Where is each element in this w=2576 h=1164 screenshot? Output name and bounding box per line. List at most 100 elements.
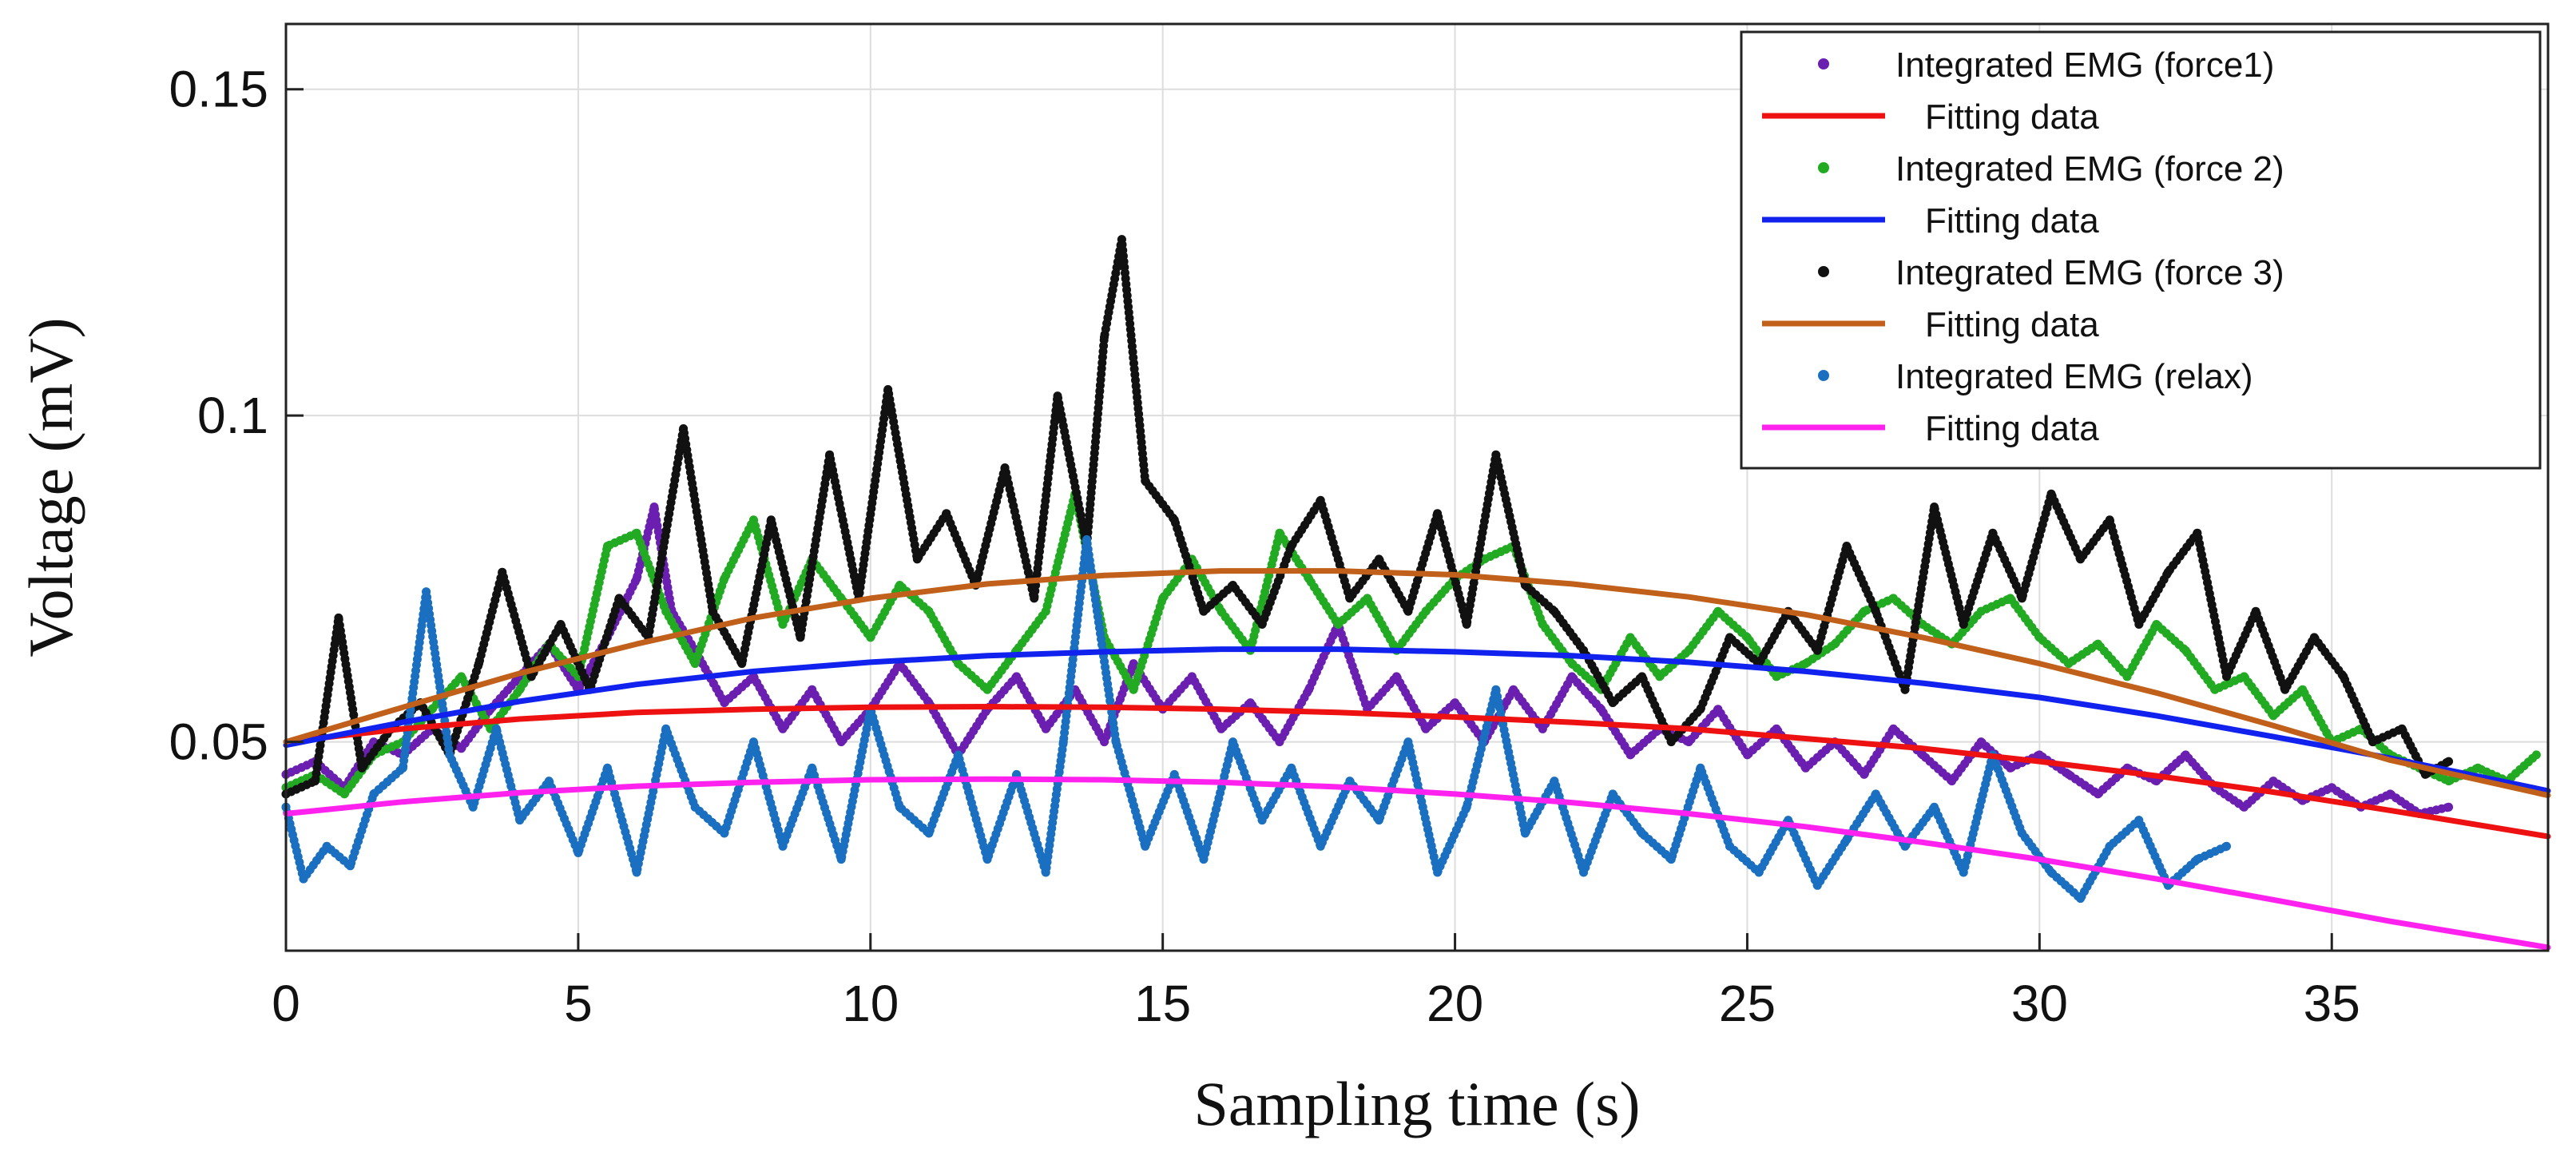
data-point: [1637, 828, 1647, 838]
data-point: [2046, 868, 2056, 877]
data-point: [339, 789, 349, 799]
data-point: [1129, 685, 1138, 694]
data-point: [1041, 606, 1050, 616]
data-point: [468, 802, 478, 812]
data-point: [2327, 783, 2336, 793]
data-point: [836, 737, 846, 747]
data-point: [2152, 620, 2161, 629]
data-point: [1725, 633, 1734, 642]
data-point: [1287, 542, 1296, 550]
legend-marker-swatch: [1818, 162, 1829, 173]
data-point: [766, 515, 776, 525]
legend: Integrated EMG (force1) Fitting data Integ…: [1740, 30, 2542, 470]
data-point: [1082, 534, 1091, 544]
emg-trace: [281, 503, 2454, 818]
data-point: [2181, 750, 2190, 760]
data-point: [661, 606, 671, 616]
data-point: [1257, 816, 1267, 825]
plot-frame: [284, 22, 2550, 952]
data-point: [1100, 737, 1109, 747]
data-point: [2006, 594, 2015, 603]
data-point: [1725, 841, 1734, 851]
data-point: [2444, 757, 2454, 766]
data-point: [1462, 620, 1471, 629]
data-point: [1567, 672, 1577, 681]
data-point: [1491, 450, 1501, 459]
legend-label: Integrated EMG (force 3): [1895, 253, 2284, 292]
data-point: [1959, 868, 1968, 877]
data-point: [1129, 659, 1138, 669]
data-point: [649, 503, 659, 511]
data-point: [1860, 606, 1869, 616]
data-point: [2064, 659, 2074, 669]
data-point: [748, 515, 758, 525]
data-point: [2251, 606, 2260, 616]
data-point: [912, 554, 922, 564]
legend-label: Integrated EMG (relax): [1895, 357, 2253, 396]
data-point: [866, 633, 875, 642]
data-point: [603, 763, 612, 773]
data-point: [2122, 672, 2132, 681]
y-axis-title: Voltage (mV): [16, 317, 85, 657]
data-point: [2034, 750, 2044, 760]
data-point: [2064, 769, 2074, 779]
data-point: [1754, 868, 1764, 877]
data-point: [422, 587, 431, 597]
data-point: [1988, 528, 1998, 538]
data-point: [1871, 789, 1880, 799]
data-point: [2134, 816, 2144, 825]
data-point: [1169, 769, 1179, 779]
data-point: [1597, 705, 1606, 714]
data-point: [661, 724, 671, 733]
data-point: [1567, 659, 1577, 669]
data-point: [1918, 620, 1927, 629]
data-point: [1403, 737, 1413, 747]
data-point: [498, 567, 507, 577]
data-point: [2240, 802, 2249, 812]
data-point: [1930, 802, 1939, 812]
x-tick-label: 20: [1427, 975, 1483, 1032]
data-point: [895, 581, 904, 590]
data-point: [1141, 841, 1150, 851]
data-point: [1976, 606, 1986, 616]
x-tick-label: 0: [272, 975, 300, 1032]
legend-label: Fitting data: [1925, 201, 2099, 240]
emg-trace: [281, 489, 2541, 799]
data-point: [1579, 646, 1589, 655]
data-point: [1187, 672, 1197, 681]
legend-entry: Fitting data: [1762, 305, 2099, 344]
data-point: [632, 574, 641, 583]
data-point: [474, 659, 483, 669]
y-tick-label: 0.15: [169, 61, 268, 118]
data-point: [942, 509, 951, 518]
data-point: [1030, 594, 1039, 603]
data-point: [1743, 633, 1752, 642]
data-point: [708, 606, 717, 616]
data-point: [825, 450, 835, 459]
series-1: [283, 704, 2551, 840]
data-point: [1403, 606, 1413, 616]
data-point: [1345, 594, 1355, 603]
data-point: [1579, 868, 1589, 877]
data-point: [2397, 724, 2407, 733]
data-point: [2368, 737, 2377, 747]
legend-label: Fitting data: [1925, 97, 2099, 137]
data-point: [1871, 606, 1880, 616]
data-point: [982, 685, 992, 694]
data-point: [2017, 828, 2026, 838]
data-point: [1550, 606, 1559, 616]
data-point: [2280, 685, 2290, 694]
data-point: [1918, 750, 1927, 760]
data-point: [1117, 235, 1126, 244]
data-point: [1520, 828, 1530, 838]
data-point: [2105, 515, 2114, 525]
data-point: [1900, 685, 1910, 694]
data-point: [1169, 515, 1179, 525]
data-point: [1333, 620, 1343, 629]
data-point: [796, 633, 805, 642]
data-point: [1888, 594, 1898, 603]
legend-label: Integrated EMG (force 2): [1895, 149, 2284, 189]
data-point: [2298, 685, 2308, 694]
data-point: [1608, 698, 1617, 708]
data-point: [1637, 672, 1647, 681]
